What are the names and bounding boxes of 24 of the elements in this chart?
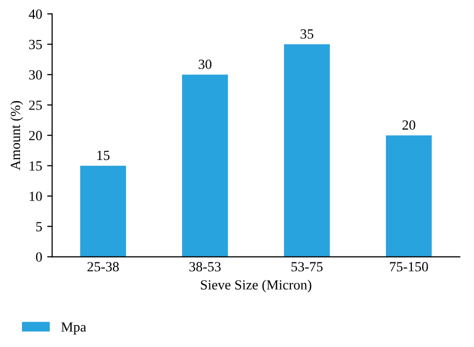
y-tick-label: 30 [29,70,42,80]
y-tick-label: 40 [28,9,42,19]
y-tick-label: 35 [29,40,42,50]
data-label: 20 [402,120,416,130]
data-label: 35 [300,29,314,39]
x-tick-label: 75-150 [390,262,428,272]
y-tick-label: 5 [36,222,42,232]
legend-label: Mpa [61,322,86,334]
bar [80,166,126,257]
x-axis-title: Sieve Size (Micron) [200,280,312,292]
x-tick-label: 25-38 [88,262,119,272]
y-axis-title: Amount (%) [10,101,23,170]
y-tick-label: 10 [30,192,42,202]
y-tick-label: 15 [30,161,42,171]
y-tick-label: 20 [29,130,42,140]
x-tick-label: 53-75 [292,262,323,272]
bar [182,74,228,257]
bar [386,135,432,257]
data-label: 15 [97,150,110,160]
y-tick-label: 0 [36,252,42,262]
data-label: 30 [198,60,212,70]
bar [284,44,330,257]
y-tick-label: 25 [29,100,42,110]
x-tick-label: 38-53 [189,262,221,272]
